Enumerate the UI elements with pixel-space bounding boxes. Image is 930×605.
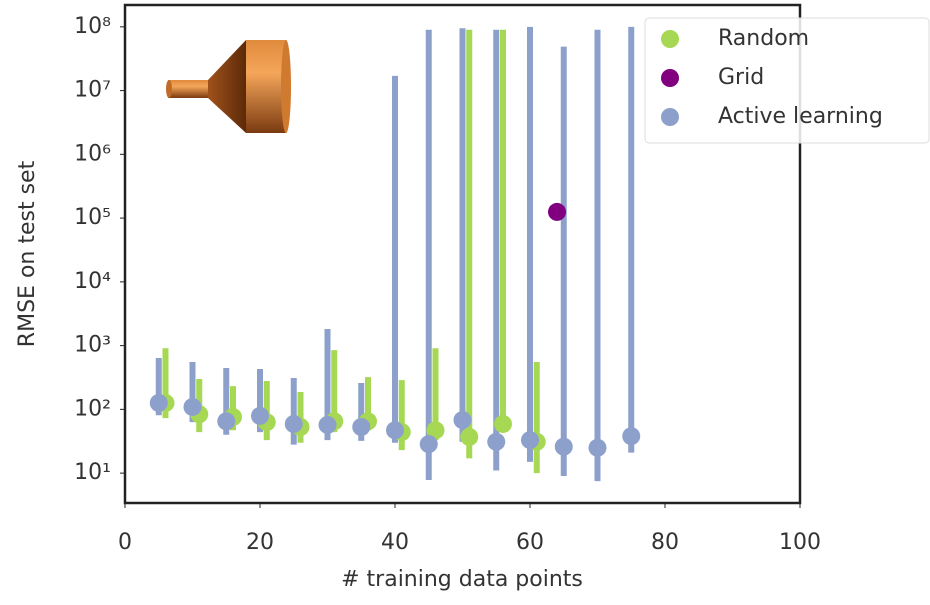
data-point: [589, 439, 607, 457]
legend-label: Random: [718, 26, 809, 51]
data-point: [285, 415, 303, 433]
y-tick-label: 10³: [74, 333, 111, 358]
data-point: [319, 416, 337, 434]
legend: Random Grid Active learning: [645, 18, 929, 143]
legend-marker: [661, 69, 679, 87]
data-point: [494, 415, 512, 433]
funnel-icon: [166, 40, 291, 133]
legend-marker: [661, 108, 679, 126]
x-tick-label: 80: [651, 530, 679, 555]
x-tick-label: 100: [779, 530, 821, 555]
legend-label: Active learning: [718, 104, 883, 129]
y-tick-label: 10⁴: [74, 269, 111, 294]
y-axis-label: RMSE on test set: [15, 160, 40, 347]
data-point: [555, 438, 573, 456]
x-tick-label: 0: [118, 530, 132, 555]
data-point: [548, 203, 566, 221]
legend-marker: [661, 30, 679, 48]
x-tick-label: 60: [516, 530, 544, 555]
data-point: [352, 418, 370, 436]
data-point: [217, 412, 235, 430]
data-point: [420, 435, 438, 453]
legend-label: Grid: [718, 65, 764, 90]
data-point: [622, 427, 640, 445]
y-tick-label: 10⁷: [74, 78, 111, 103]
chart: # training data points RMSE on test set …: [0, 0, 930, 605]
data-point: [460, 428, 478, 446]
data-point: [251, 407, 269, 425]
y-tick-label: 10²: [74, 396, 111, 421]
data-point: [150, 394, 168, 412]
x-axis-label: # training data points: [341, 567, 583, 592]
data-point: [454, 411, 472, 429]
y-tick-label: 10⁶: [74, 141, 111, 166]
data-point: [487, 433, 505, 451]
x-tick-label: 20: [246, 530, 274, 555]
data-point: [184, 398, 202, 416]
y-tick-label: 10¹: [74, 460, 111, 485]
y-tick-label: 10⁵: [74, 205, 111, 230]
data-point: [521, 431, 539, 449]
x-tick-label: 40: [381, 530, 409, 555]
data-point: [386, 421, 404, 439]
y-tick-label: 10⁸: [74, 14, 111, 39]
